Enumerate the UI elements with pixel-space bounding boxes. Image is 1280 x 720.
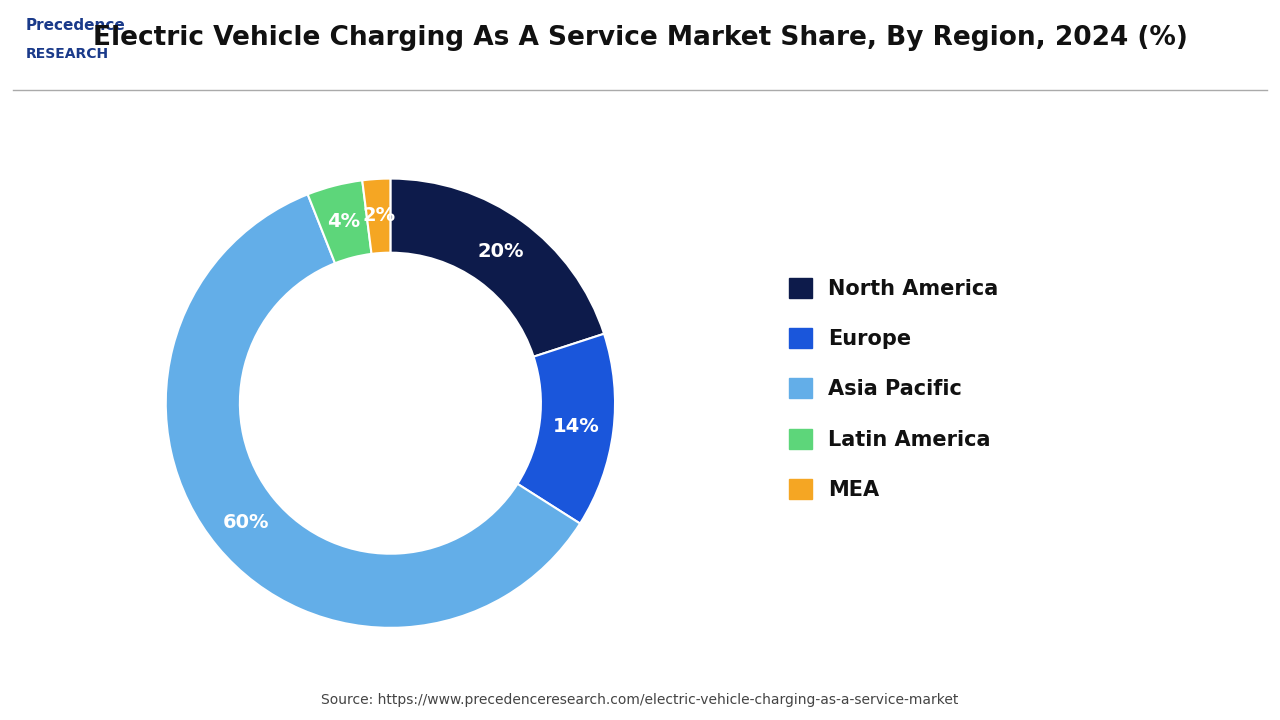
Text: 60%: 60%: [223, 513, 269, 532]
Text: 20%: 20%: [477, 242, 524, 261]
Legend: North America, Europe, Asia Pacific, Latin America, MEA: North America, Europe, Asia Pacific, Lat…: [778, 267, 1009, 510]
Text: Electric Vehicle Charging As A Service Market Share, By Region, 2024 (%): Electric Vehicle Charging As A Service M…: [92, 25, 1188, 51]
Text: 2%: 2%: [362, 207, 396, 225]
Text: Source: https://www.precedenceresearch.com/electric-vehicle-charging-as-a-servic: Source: https://www.precedenceresearch.c…: [321, 693, 959, 707]
Text: 4%: 4%: [328, 212, 360, 231]
Text: Precedence: Precedence: [26, 18, 125, 33]
Wedge shape: [307, 180, 371, 264]
Wedge shape: [362, 179, 390, 254]
Wedge shape: [390, 179, 604, 356]
Text: 14%: 14%: [553, 417, 600, 436]
Wedge shape: [166, 194, 580, 628]
Wedge shape: [517, 334, 614, 523]
Text: RESEARCH: RESEARCH: [26, 47, 109, 60]
